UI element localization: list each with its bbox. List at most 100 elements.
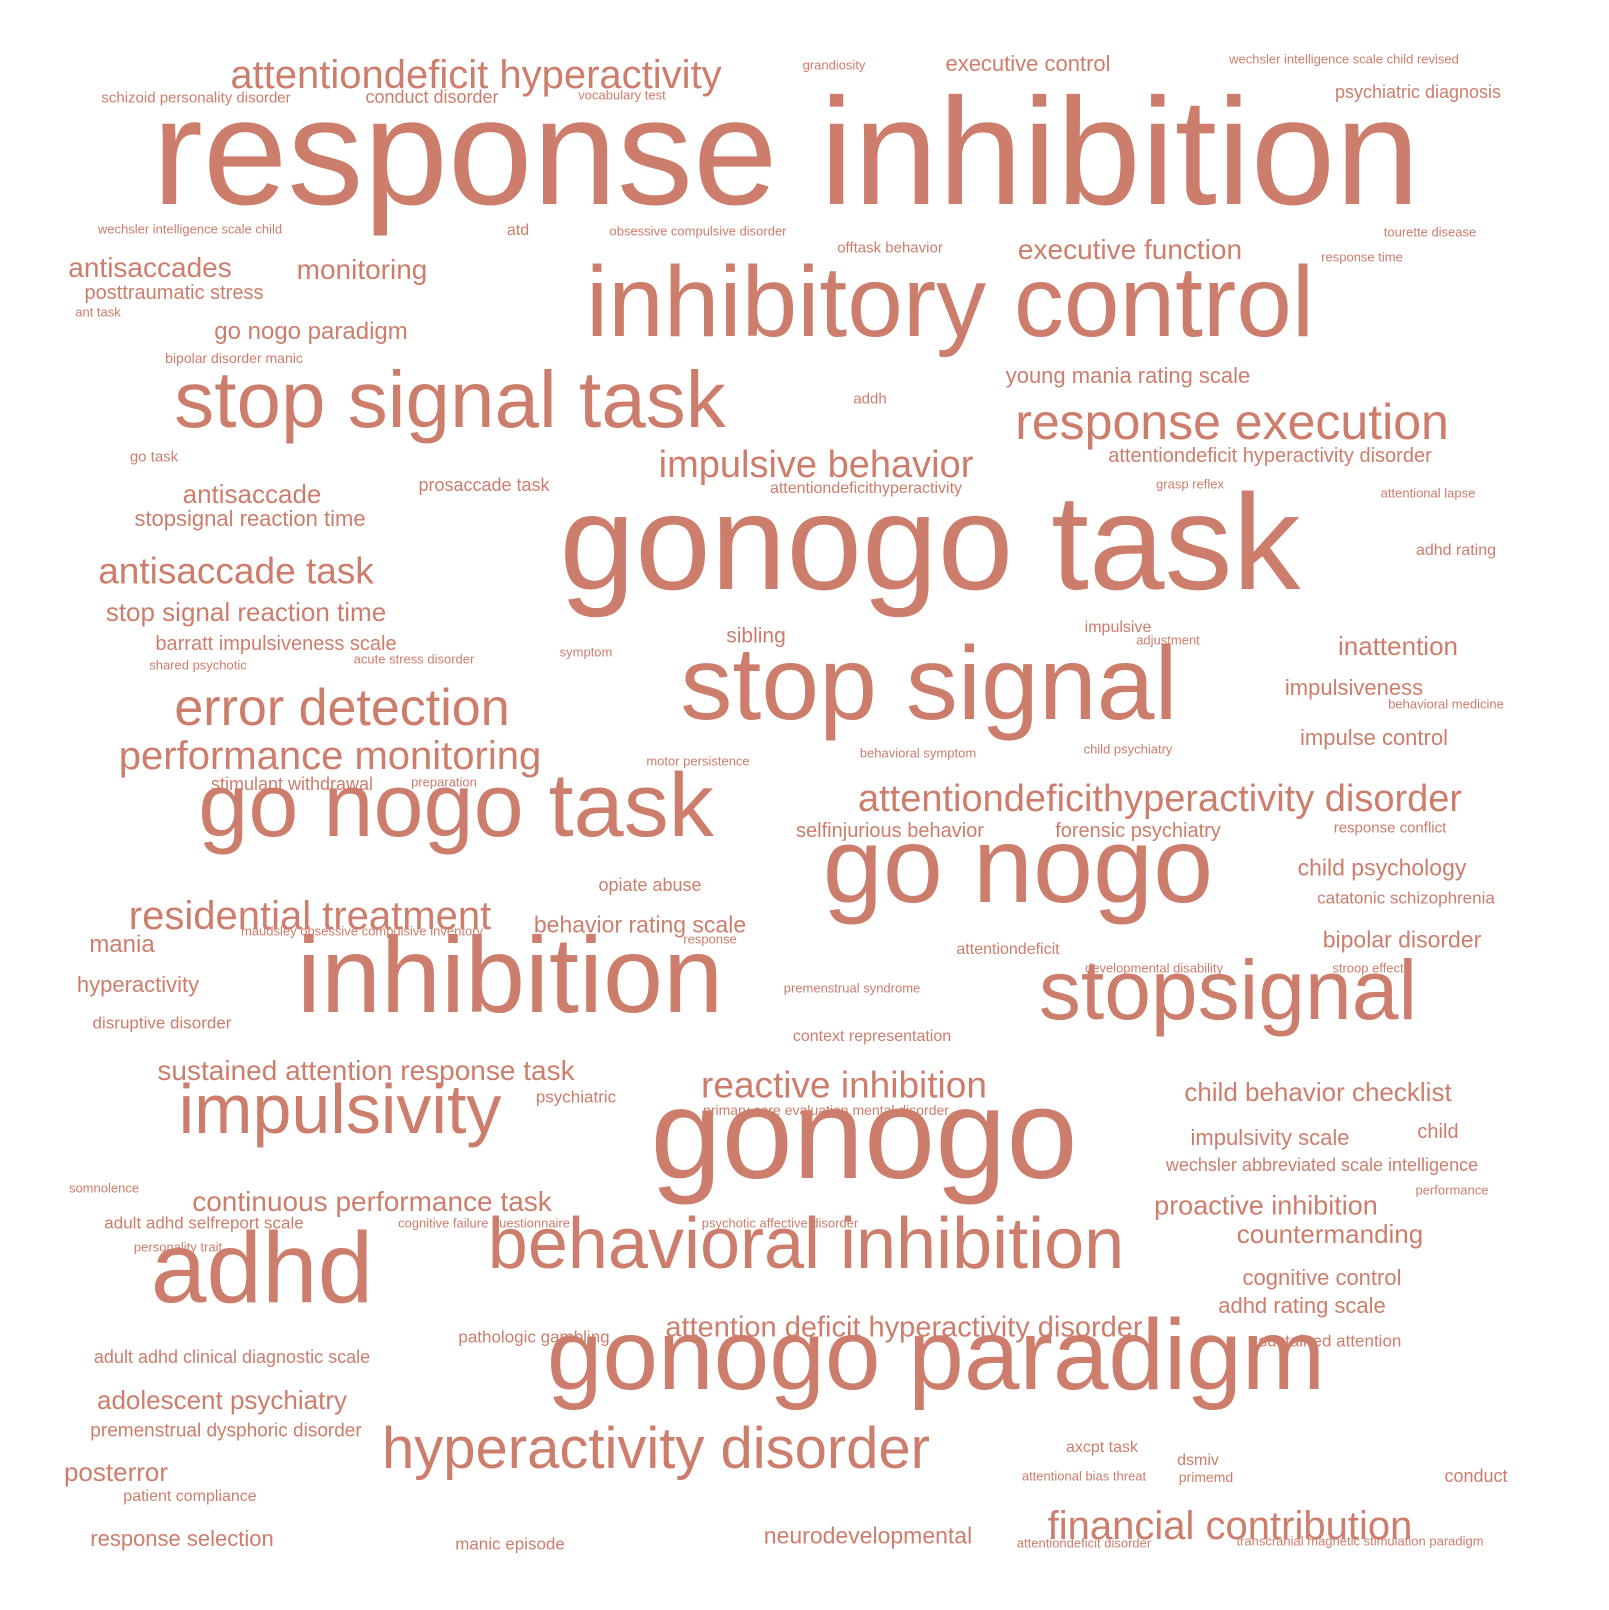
- word-cloud-word: stroop effect: [1332, 960, 1404, 976]
- word-cloud-word: child: [1417, 1121, 1459, 1143]
- word-cloud-word: impulsivity scale: [1190, 1125, 1350, 1150]
- word-cloud-word: stop signal: [680, 626, 1178, 742]
- word-cloud-word: posttraumatic stress: [84, 282, 264, 304]
- word-cloud-word: adolescent psychiatry: [96, 1385, 348, 1415]
- word-cloud-word: offtask behavior: [837, 239, 943, 257]
- word-cloud-word: antisaccade: [182, 479, 322, 509]
- word-cloud-word: shared psychotic: [149, 657, 247, 673]
- word-cloud-word: addh: [853, 390, 887, 408]
- word-cloud-word: psychiatric diagnosis: [1334, 82, 1502, 102]
- word-cloud-word: somnolence: [68, 1180, 140, 1196]
- word-cloud-word: stimulant withdrawal: [210, 774, 374, 794]
- word-cloud-word: prosaccade task: [418, 475, 550, 495]
- word-cloud-word: mania: [89, 931, 155, 958]
- word-cloud-word: axcpt task: [1065, 1439, 1139, 1456]
- word-cloud-word: impulsive behavior: [658, 444, 974, 486]
- word-cloud-word: bipolar disorder manic: [165, 350, 303, 366]
- word-cloud-word: adhd: [150, 1212, 374, 1324]
- word-cloud-word: executive control: [945, 51, 1111, 76]
- word-cloud-word: impulse control: [1300, 725, 1448, 750]
- word-cloud-word: ant task: [75, 304, 121, 320]
- word-cloud-word: tourette disease: [1383, 224, 1477, 240]
- word-cloud-word: continuous performance task: [192, 1186, 552, 1217]
- word-cloud-word: stopsignal reaction time: [134, 506, 366, 531]
- word-cloud-word: stop signal task: [174, 355, 726, 444]
- word-cloud-word: response inhibition: [152, 67, 1420, 237]
- word-cloud-word: adhd rating scale: [1218, 1293, 1386, 1318]
- word-cloud-word: preparation: [411, 774, 477, 790]
- word-cloud-word: cognitive control: [1242, 1265, 1402, 1290]
- word-cloud-word: conduct disorder: [365, 87, 499, 107]
- word-cloud-word: motor persistence: [646, 753, 750, 769]
- word-cloud-word: child psychology: [1297, 854, 1467, 881]
- word-cloud-word: impulsiveness: [1284, 675, 1424, 700]
- word-cloud-word: financial contribution: [1047, 1504, 1413, 1548]
- word-cloud-word: schizoid personality disorder: [101, 89, 291, 107]
- word-cloud-word: go nogo paradigm: [214, 318, 408, 345]
- word-cloud-word: stop signal reaction time: [105, 597, 387, 627]
- word-cloud-word: go nogo: [822, 804, 1214, 925]
- word-cloud-word: adult adhd selfreport scale: [104, 1213, 304, 1233]
- word-cloud-word: go nogo task: [198, 756, 714, 856]
- word-cloud-word: error detection: [174, 679, 510, 737]
- word-cloud-word: impulsive: [1084, 619, 1152, 636]
- word-cloud-word: gonogo paradigm: [546, 1299, 1326, 1411]
- word-cloud-word: developmental disability: [1084, 960, 1224, 976]
- word-cloud-word: behavioral symptom: [859, 745, 977, 761]
- word-cloud-word: premenstrual syndrome: [783, 980, 921, 996]
- word-cloud-word: dsmiv: [1177, 1452, 1219, 1469]
- word-cloud-word: wechsler intelligence scale child: [97, 221, 283, 237]
- word-cloud-word: acute stress disorder: [353, 651, 475, 667]
- word-cloud-word: psychiatric: [535, 1087, 617, 1107]
- word-cloud-word: bipolar disorder: [1322, 926, 1482, 953]
- word-cloud-word: patient compliance: [123, 1488, 257, 1505]
- word-cloud-word: attentiondeficit hyperactivity disorder: [1108, 445, 1432, 467]
- word-cloud-word: manic episode: [455, 1534, 565, 1554]
- word-cloud-word: conduct: [1444, 1466, 1508, 1486]
- word-cloud-word: go task: [129, 448, 179, 466]
- word-cloud-word: symptom: [559, 644, 613, 660]
- word-cloud-word: gonogo task: [559, 466, 1301, 618]
- word-cloud-word: adhd rating: [1415, 542, 1497, 559]
- word-cloud-word: atd: [506, 222, 530, 239]
- word-cloud-word: inhibition: [296, 914, 724, 1035]
- word-cloud-word: impulsivity: [178, 1070, 502, 1148]
- word-cloud-word: attentional lapse: [1380, 485, 1476, 501]
- word-cloud-word: response time: [1321, 249, 1403, 265]
- word-cloud-word: disruptive disorder: [92, 1013, 232, 1033]
- word-cloud-word: sustained attention response task: [157, 1055, 575, 1086]
- word-cloud-word: behavioral inhibition: [487, 1204, 1125, 1284]
- word-cloud-word: neurodevelopmental: [763, 1522, 973, 1549]
- word-cloud-word: countermanding: [1236, 1219, 1424, 1249]
- word-cloud-word: response conflict: [1333, 819, 1447, 837]
- word-cloud-word: response: [683, 931, 737, 947]
- word-cloud-word: context representation: [792, 1028, 952, 1045]
- word-cloud-word: attention deficit hyperactivity disorder: [665, 1311, 1143, 1344]
- word-cloud-word: selfinjurious behavior: [796, 820, 984, 842]
- word-cloud-word: pathologic gambling: [458, 1327, 610, 1347]
- word-cloud-word: stopsignal: [1038, 943, 1418, 1037]
- word-cloud-word: behavior rating scale: [533, 911, 747, 938]
- word-cloud-word: performance monitoring: [118, 734, 542, 778]
- word-cloud-word: forensic psychiatry: [1055, 820, 1221, 842]
- word-cloud-word: wechsler intelligence scale child revise…: [1229, 51, 1459, 67]
- word-cloud-word: maudsley obsessive compulsive inventory: [240, 923, 484, 939]
- word-cloud-word: young mania rating scale: [1005, 363, 1251, 388]
- word-cloud-word: gonogo: [650, 1063, 1078, 1206]
- word-cloud-word: primemd: [1178, 1469, 1234, 1485]
- word-cloud-word: hyperactivity disorder: [382, 1416, 930, 1481]
- word-cloud-word: sibling: [726, 624, 786, 648]
- word-cloud-word: sustained attention: [1258, 1331, 1402, 1351]
- word-cloud-word: proactive inhibition: [1154, 1190, 1378, 1221]
- word-cloud-word: monitoring: [296, 254, 428, 285]
- word-cloud-word: personality trait: [133, 1239, 223, 1255]
- word-cloud-word: child psychiatry: [1083, 741, 1173, 757]
- word-cloud-word: barratt impulsiveness scale: [155, 633, 397, 655]
- word-cloud-word: vocabulary test: [578, 87, 666, 103]
- word-cloud-word: attentiondeficithyperactivity disorder: [857, 778, 1463, 820]
- word-cloud-word: antisaccades: [68, 252, 232, 283]
- word-cloud-word: attentiondeficit hyperactivity: [230, 53, 722, 97]
- word-cloud-word: inattention: [1338, 631, 1458, 661]
- word-cloud-word: primary care evaluation mental disorder: [703, 1102, 949, 1118]
- word-cloud-word: opiate abuse: [598, 875, 702, 895]
